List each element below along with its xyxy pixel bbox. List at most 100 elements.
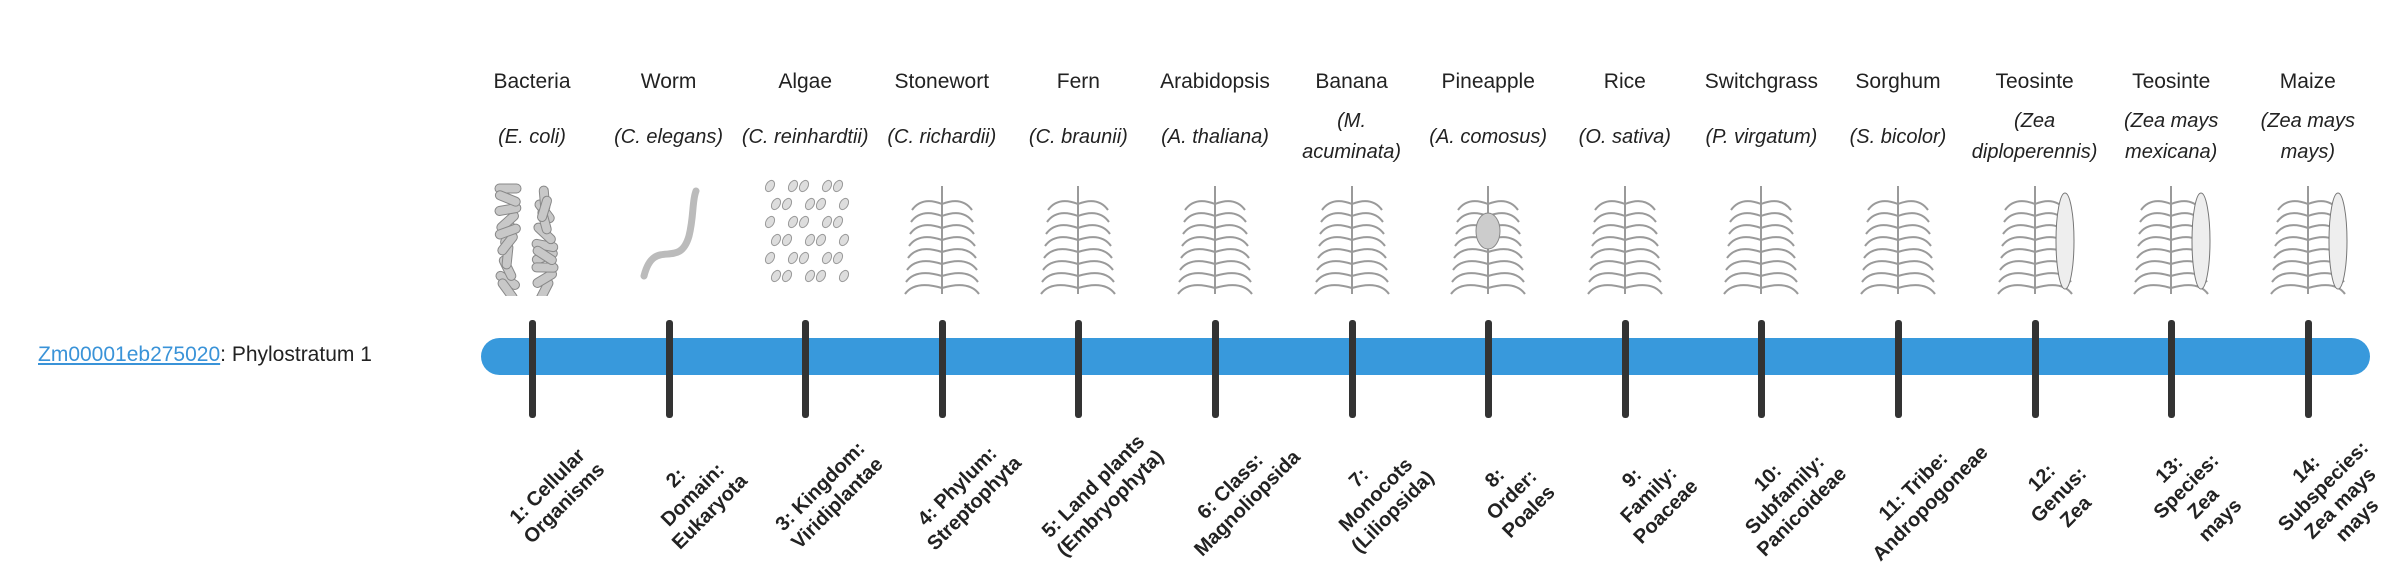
organism-scientific-name: (Zea diploperennis) — [1971, 98, 2099, 176]
organism-column: Worm (C. elegans) — [605, 66, 733, 296]
organism-column: Fern (C. braunii) — [1014, 66, 1142, 296]
stratum-tick — [1895, 320, 1902, 418]
stratum-rank-label: 6: Class: Magnoliopsida — [1190, 446, 1305, 561]
organism-common-name: Stonewort — [894, 70, 990, 93]
fern-icon — [1033, 176, 1123, 296]
organism-scientific-name: (P. virgatum) — [1697, 98, 1825, 176]
stratum-rank-label: 9: Family: Poaceae — [1616, 462, 1703, 549]
teosinte-icon — [2126, 176, 2216, 296]
stratum-rank-label: 8: Order: Poales — [1481, 463, 1560, 543]
organism-scientific-name: (Zea mays mays) — [2244, 98, 2372, 176]
organism-common-name: Teosinte — [2132, 70, 2211, 93]
stratum-tick — [1212, 320, 1219, 418]
phylostratum-text: : Phylostratum 1 — [220, 343, 372, 366]
organism-column: Algae (C. reinhardtii) — [741, 66, 869, 296]
organism-common-name: Switchgrass — [1704, 70, 1818, 93]
organism-scientific-name: (E. coli) — [468, 98, 596, 176]
organism-common-name: Arabidopsis — [1160, 70, 1270, 93]
organism-common-name: Worm — [640, 70, 697, 93]
stratum-tick — [2168, 320, 2176, 418]
stratum-tick — [938, 320, 946, 418]
organism-scientific-name: (C. elegans) — [605, 98, 733, 176]
organism-column: Switchgrass (P. virgatum) — [1697, 66, 1825, 296]
stratum-tick — [1075, 320, 1083, 418]
scientific-name-text: (A. thaliana) — [1161, 125, 1269, 148]
organism-common-name: Bacteria — [493, 70, 571, 93]
organism-column: Rice (O. sativa) — [1561, 66, 1689, 296]
maize-icon — [2263, 176, 2353, 296]
organism-common-name: Sorghum — [1855, 70, 1941, 93]
organism-column: Maize (Zea mays mays) — [2244, 66, 2372, 296]
scientific-name-text: (P. virgatum) — [1705, 125, 1818, 148]
stratum-tick — [665, 320, 673, 418]
stratum-rank-label: 13: Species: Zea mays — [2149, 449, 2247, 547]
stratum-tick — [802, 320, 810, 418]
stratum-tick — [1621, 320, 1629, 418]
organism-common-name: Algae — [778, 70, 833, 93]
scientific-name-text: (O. sativa) — [1578, 125, 1671, 148]
organism-column: Banana (M. acuminata) — [1288, 66, 1416, 296]
scientific-name-text: (Zea diploperennis) — [1971, 110, 2098, 163]
organism-column: Bacteria (E. coli) — [468, 66, 596, 304]
stratum-rank-label: 1: Cellular Organisms — [505, 444, 610, 549]
banana-icon — [1307, 176, 1397, 296]
scientific-name-text: (C. braunii) — [1028, 125, 1128, 148]
scientific-name-text: (C. reinhardtii) — [741, 125, 869, 148]
organism-column: Arabidopsis (A. thaliana) — [1151, 66, 1279, 296]
organism-common-name: Teosinte — [1995, 70, 2074, 93]
stratum-rank-label: 11: Tribe: Andropogoneae — [1868, 441, 1993, 566]
organism-scientific-name: (C. braunii) — [1014, 98, 1142, 176]
stratum-rank-label: 2: Domain: Eukaryota — [656, 458, 752, 554]
teosinte-icon — [1990, 176, 2080, 296]
stratum-rank-label: 4: Phylum: Streptophyta — [913, 442, 1026, 555]
stratum-tick — [529, 320, 536, 418]
organism-column: Stonewort (C. richardii) — [878, 66, 1006, 296]
scientific-name-text: (S. bicolor) — [1849, 125, 1947, 148]
organism-column: Teosinte (Zea mays mexicana) — [2107, 66, 2235, 296]
phylostratum-bar — [481, 338, 2370, 375]
organism-scientific-name: (M. acuminata) — [1288, 98, 1416, 176]
stratum-rank-label: 7: Monocots (Liliopsida) — [1334, 453, 1439, 558]
sorghum-icon — [1853, 176, 1943, 296]
organism-scientific-name: (C. richardii) — [878, 98, 1006, 176]
organism-common-name: Banana — [1315, 70, 1388, 93]
organism-column: Pineapple (A. comosus) — [1424, 66, 1552, 296]
stratum-tick — [1348, 320, 1356, 418]
scientific-name-text: (M. acuminata) — [1302, 110, 1402, 163]
arabidopsis-icon — [1170, 176, 1260, 296]
organism-column: Sorghum (S. bicolor) — [1834, 66, 1962, 296]
scientific-name-text: (E. coli) — [498, 125, 566, 148]
stratum-rank-label: 10: Subfamily: Panicoideae — [1741, 451, 1852, 562]
algae-icon — [760, 176, 850, 296]
bacteria-icon — [487, 176, 577, 304]
stratum-tick — [1485, 320, 1493, 418]
scientific-name-text: (Zea mays mexicana) — [2123, 110, 2219, 163]
stratum-rank-label: 3: Kingdom: Viridiplantae — [771, 437, 888, 554]
stratum-rank-label: 12: Genus: Zea — [2023, 460, 2096, 532]
scientific-name-text: (A. comosus) — [1429, 125, 1548, 148]
stratum-rank-label: 5: Land plants (Embryophyta) — [1038, 430, 1169, 562]
organism-scientific-name: (A. thaliana) — [1151, 98, 1279, 176]
organism-scientific-name: (A. comosus) — [1424, 98, 1552, 176]
scientific-name-text: (C. elegans) — [614, 125, 724, 148]
organism-common-name: Maize — [2279, 70, 2336, 93]
organism-scientific-name: (S. bicolor) — [1834, 98, 1962, 176]
organism-common-name: Fern — [1056, 70, 1100, 93]
worm-icon — [624, 176, 714, 296]
stratum-tick — [2031, 320, 2039, 418]
organism-scientific-name: (Zea mays mexicana) — [2107, 98, 2235, 176]
scientific-name-text: (Zea mays mays) — [2260, 110, 2356, 163]
rice-icon — [1580, 176, 1670, 296]
gene-id-link[interactable]: Zm00001eb275020 — [38, 343, 221, 366]
stonewort-icon — [897, 176, 987, 296]
stratum-tick — [1758, 320, 1766, 418]
switchgrass-icon — [1716, 176, 1806, 296]
organism-common-name: Rice — [1603, 70, 1646, 93]
organism-column: Teosinte (Zea diploperennis) — [1971, 66, 2099, 296]
gene-phylostratum-label: Zm00001eb275020: Phylostratum 1 — [38, 343, 372, 367]
stratum-tick — [2304, 320, 2312, 418]
organism-scientific-name: (C. reinhardtii) — [741, 98, 869, 176]
pineapple-icon — [1443, 176, 1533, 296]
stratum-rank-label: 14: Subspecies: Zea mays mays — [2273, 437, 2384, 547]
organism-scientific-name: (O. sativa) — [1561, 98, 1689, 176]
